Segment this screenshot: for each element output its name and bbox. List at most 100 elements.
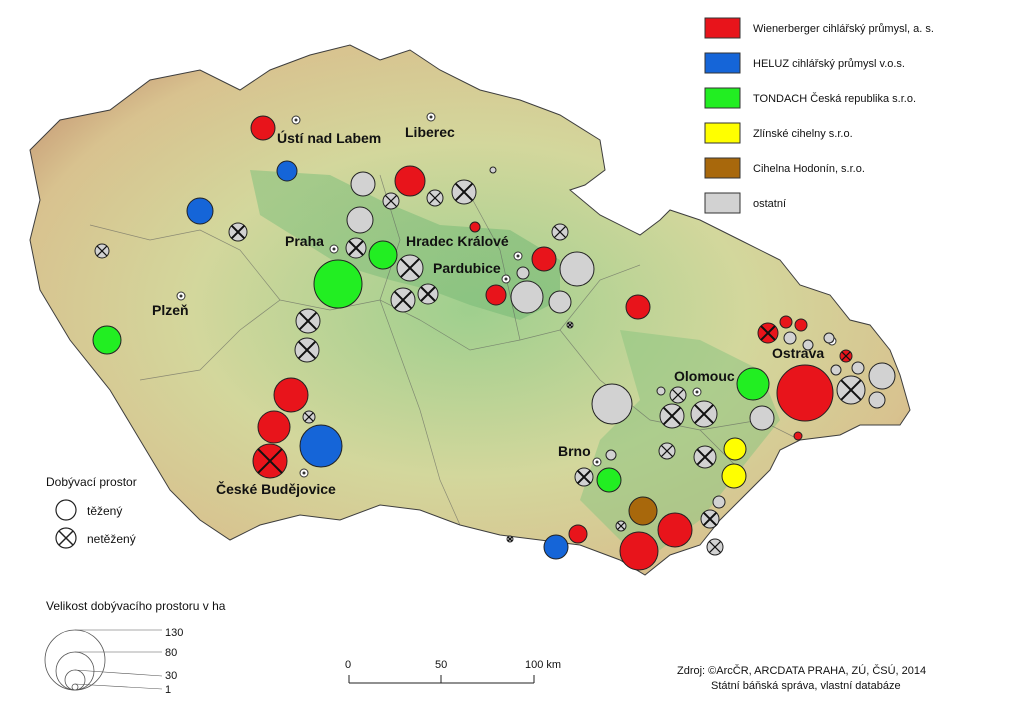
mining-site-active (723, 437, 747, 461)
mining-site-active (186, 197, 214, 225)
scale-tick-label: 0 (345, 659, 351, 671)
scale-bar: 0 50 100 km (345, 659, 561, 684)
source-line-2: Státní báňská správa, vlastní databáze (711, 680, 901, 692)
mining-site-active (510, 280, 544, 314)
mining-site-active (802, 339, 814, 351)
mining-site-inactive (417, 283, 439, 305)
mining-site-inactive (302, 410, 316, 424)
legend-item: Zlínské cihelny s.r.o. (704, 122, 853, 144)
mining-site-active (299, 424, 343, 468)
mining-site-inactive (669, 386, 687, 404)
mining-site-inactive (690, 400, 718, 428)
mining-site-active (250, 115, 276, 141)
city-pardubice: Pardubice (433, 260, 511, 284)
city-label: České Budějovice (216, 480, 336, 497)
size-value: 30 (165, 670, 177, 682)
mining-site-active (619, 531, 659, 571)
mining-site-active (313, 259, 363, 309)
city-label: Brno (558, 443, 591, 459)
mining-site-inactive (390, 287, 416, 313)
city-praha: Praha (285, 233, 339, 254)
mining-site-active (851, 361, 865, 375)
mining-site-active (868, 391, 886, 409)
mining-site-active (273, 377, 309, 413)
scale-tick-label: 50 (435, 659, 447, 671)
legend-label: HELUZ cihlářský průmysl v.o.s. (753, 58, 905, 70)
size-value: 1 (165, 684, 171, 696)
mining-site-inactive (252, 443, 288, 479)
legend-label: ostatní (753, 198, 786, 210)
legend-item: TONDACH Česká republika s.r.o. (704, 87, 916, 109)
city-label: Pardubice (433, 260, 501, 276)
not-mined-label: netěžený (87, 532, 136, 546)
mining-site-active (350, 171, 376, 197)
mining-site-active (548, 290, 572, 314)
city-label: Ostrava (772, 345, 824, 361)
mining-site-active (823, 332, 835, 344)
city-hradec: Hradec Králové (406, 233, 523, 261)
mining-site-active (656, 386, 666, 396)
mining-site-active (394, 165, 426, 197)
legend-swatch (704, 192, 741, 214)
mining-site-active (657, 512, 693, 548)
mining-site-inactive (566, 321, 574, 329)
city-ceske-budejovice: České Budějovice (216, 468, 336, 497)
mining-site-active (628, 496, 658, 526)
mining-site-active (736, 367, 770, 401)
mining-site-active (276, 160, 298, 182)
city-label: Olomouc (674, 368, 735, 384)
mining-site-active (469, 221, 481, 233)
mining-site-active (779, 315, 793, 329)
morava-lowland (580, 330, 780, 550)
mining-site-active (830, 364, 842, 376)
city-usti: Ústí nad Labem (277, 115, 381, 146)
mining-site-active (559, 251, 595, 287)
mining-site-inactive (839, 349, 853, 363)
mining-sites (92, 115, 896, 571)
legend-item: ostatní (704, 192, 786, 214)
legend-item: HELUZ cihlářský průmysl v.o.s. (704, 52, 905, 74)
legend-label: Wienerberger cihlářský průmysl, a. s. (753, 23, 934, 35)
mined-symbol-icon (55, 499, 77, 521)
legend-item: Wienerberger cihlářský průmysl, a. s. (704, 17, 934, 39)
mining-site-inactive (615, 520, 627, 532)
mined-label: těžený (87, 504, 122, 518)
city-brno: Brno (558, 443, 602, 467)
mining-site-inactive (396, 254, 424, 282)
mining-site-inactive (94, 243, 110, 259)
mining-site-active (257, 410, 291, 444)
mining-site-inactive (294, 337, 320, 363)
source-note: Zdroj: ©ArcČR, ARCDATA PRAHA, ZÚ, ČSÚ, 2… (677, 664, 926, 692)
mining-site-active (625, 294, 651, 320)
mining-site-active (794, 318, 808, 332)
mining-site-active (721, 463, 747, 489)
mining-site-inactive (426, 189, 444, 207)
city-label: Plzeň (152, 302, 189, 318)
mining-site-active (793, 431, 803, 441)
mining-site-active (568, 524, 588, 544)
mining-site-active (605, 449, 617, 461)
city-label: Ústí nad Labem (277, 129, 381, 146)
mining-site-inactive (345, 237, 367, 259)
mining-site-active (749, 405, 775, 431)
mining-site-active (543, 534, 569, 560)
legend-swatch (704, 52, 741, 74)
mining-site-active (346, 206, 374, 234)
mining-site-active (776, 364, 834, 422)
legend-swatch (704, 87, 741, 109)
size-value: 80 (165, 647, 177, 659)
mining-site-inactive (757, 322, 779, 344)
mining-site-inactive (551, 223, 569, 241)
mining-site-inactive (506, 535, 514, 543)
not-mined-symbol-icon (55, 527, 77, 549)
mining-space-title: Dobývací prostor (46, 475, 137, 489)
mining-site-active (591, 383, 633, 425)
city-label: Liberec (405, 124, 455, 140)
company-legend: Wienerberger cihlářský průmysl, a. s. HE… (704, 17, 934, 214)
mining-site-inactive (700, 509, 720, 529)
size-value: 130 (165, 627, 183, 639)
mining-site-inactive (574, 467, 594, 487)
city-label: Praha (285, 233, 324, 249)
legend-swatch (704, 17, 741, 39)
